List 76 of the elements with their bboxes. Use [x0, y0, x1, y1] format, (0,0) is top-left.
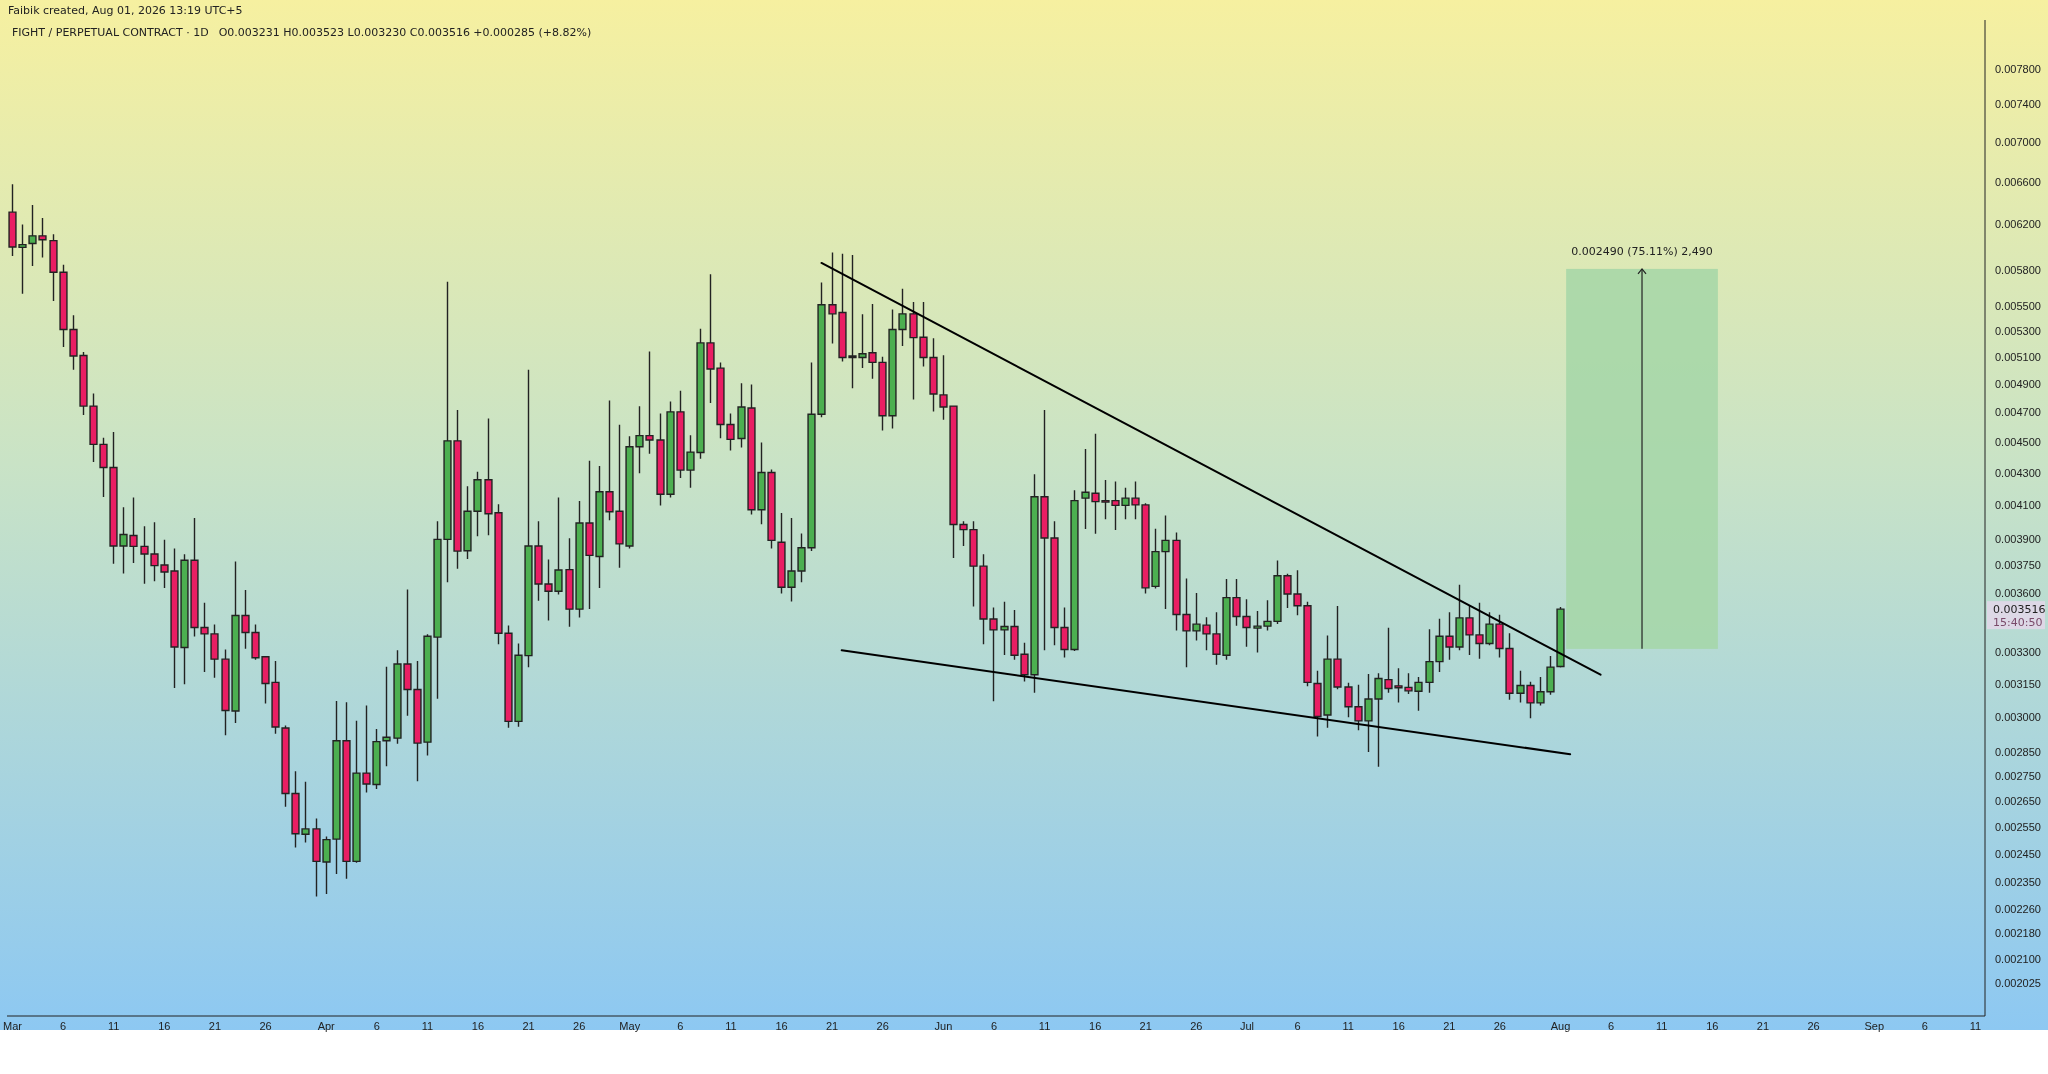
- y-tick-label: 0.002550: [1995, 821, 2041, 834]
- x-tick-label: 11: [1969, 1019, 1982, 1032]
- x-tick-label: 16: [1392, 1019, 1405, 1032]
- x-tick-label: Apr: [317, 1019, 336, 1032]
- y-tick-label: 0.002450: [1995, 848, 2041, 861]
- y-tick-label: 0.006200: [1995, 218, 2041, 231]
- x-tick-label: Jul: [1239, 1019, 1254, 1032]
- x-tick-label: 21: [1756, 1019, 1770, 1032]
- y-tick-label: 0.002850: [1995, 745, 2041, 758]
- x-tick-label: 16: [158, 1019, 171, 1032]
- y-tick-label: 0.005300: [1995, 324, 2041, 337]
- y-tick-label: 0.002260: [1995, 902, 2041, 915]
- x-tick-label: 16: [1706, 1019, 1719, 1032]
- y-tick-label: 0.002180: [1995, 927, 2041, 940]
- y-tick-label: 0.004700: [1995, 406, 2041, 419]
- y-tick-label: 0.004500: [1995, 435, 2041, 448]
- x-tick-label: 6: [1608, 1019, 1615, 1032]
- y-tick-label: 0.002350: [1995, 876, 2041, 889]
- y-tick-label: 0.006600: [1995, 175, 2041, 188]
- y-tick-label: 0.002650: [1995, 794, 2041, 807]
- x-tick-label: 11: [1038, 1019, 1051, 1032]
- y-tick-label: 0.005800: [1995, 263, 2041, 276]
- candlestick: [382, 666, 391, 767]
- y-tick-label: 0.004100: [1995, 498, 2041, 511]
- y-tick-label: 0.002025: [1995, 977, 2041, 990]
- x-tick-label: 6: [677, 1019, 684, 1032]
- x-tick-label: 11: [108, 1019, 120, 1032]
- y-tick-label: 0.004900: [1995, 378, 2041, 391]
- x-tick-label: 11: [1342, 1019, 1354, 1032]
- x-tick-label: May: [619, 1019, 641, 1032]
- text: 0.003516: [1993, 603, 2046, 617]
- x-tick-label: 26: [1807, 1019, 1820, 1032]
- x-tick-label: 21: [522, 1019, 535, 1032]
- x-tick-label: 6: [1921, 1019, 1928, 1032]
- y-tick-label: 0.002750: [1995, 769, 2041, 782]
- y-tick-label: 0.003300: [1995, 646, 2041, 659]
- y-tick-label: 0.003600: [1995, 587, 2041, 600]
- y-tick-label: 0.002100: [1995, 952, 2041, 965]
- x-tick-label: 11: [1656, 1019, 1668, 1032]
- y-tick-label: 0.003750: [1995, 559, 2041, 572]
- y-tick-label: 0.003150: [1995, 677, 2041, 690]
- y-tick-label: 0.007400: [1995, 98, 2041, 111]
- x-tick-label: Jun: [934, 1019, 953, 1032]
- x-tick-label: 6: [373, 1019, 380, 1032]
- x-tick-label: 11: [725, 1019, 737, 1032]
- x-tick-label: 26: [1493, 1019, 1506, 1032]
- x-tick-label: 21: [825, 1019, 839, 1032]
- y-tick-label: 0.005100: [1995, 350, 2041, 363]
- x-tick-label: 6: [990, 1019, 998, 1032]
- x-tick-label: 26: [1190, 1019, 1203, 1032]
- band-label: 0.002490 (75.11%) 2,490: [1571, 244, 1713, 258]
- x-tick-label: 16: [471, 1019, 485, 1032]
- x-tick-label: 21: [1139, 1019, 1152, 1032]
- y-tick-label: 0.007000: [1995, 136, 2041, 149]
- x-tick-label: 16: [775, 1019, 788, 1032]
- y-tick-label: 0.003900: [1995, 532, 2041, 545]
- x-tick-label: 16: [1089, 1019, 1102, 1032]
- text: FIGHT / PERPETUAL CONTRACT · 1D: [12, 26, 209, 39]
- y-tick-label: 0.005500: [1995, 299, 2041, 312]
- x-tick-label: 21: [1443, 1019, 1456, 1032]
- x-tick-label: 26: [259, 1019, 272, 1032]
- x-tick-label: Aug: [1550, 1019, 1571, 1032]
- x-tick-label: 26: [876, 1019, 889, 1032]
- annotation: O0.003231 H0.003523 L0.003230 C0.003516 +0.000285 (+8.82%): [218, 26, 592, 39]
- x-tick-label: 11: [421, 1019, 434, 1032]
- y-tick-label: 0.004300: [1995, 466, 2041, 479]
- x-tick-label: Mar: [3, 1019, 23, 1032]
- x-tick-label: 6: [60, 1019, 67, 1032]
- x-tick-label: 26: [573, 1019, 586, 1032]
- x-tick-label: 21: [208, 1019, 222, 1032]
- text: 15:40:50: [1993, 616, 2043, 630]
- x-tick-label: Sep: [1864, 1019, 1884, 1032]
- y-tick-label: 0.003000: [1995, 710, 2041, 723]
- x-tick-label: 6: [1294, 1019, 1301, 1032]
- text: Faibik created, Aug 01, 2026 13:19 UTC+5: [8, 4, 243, 17]
- y-tick-label: 0.007800: [1995, 62, 2041, 75]
